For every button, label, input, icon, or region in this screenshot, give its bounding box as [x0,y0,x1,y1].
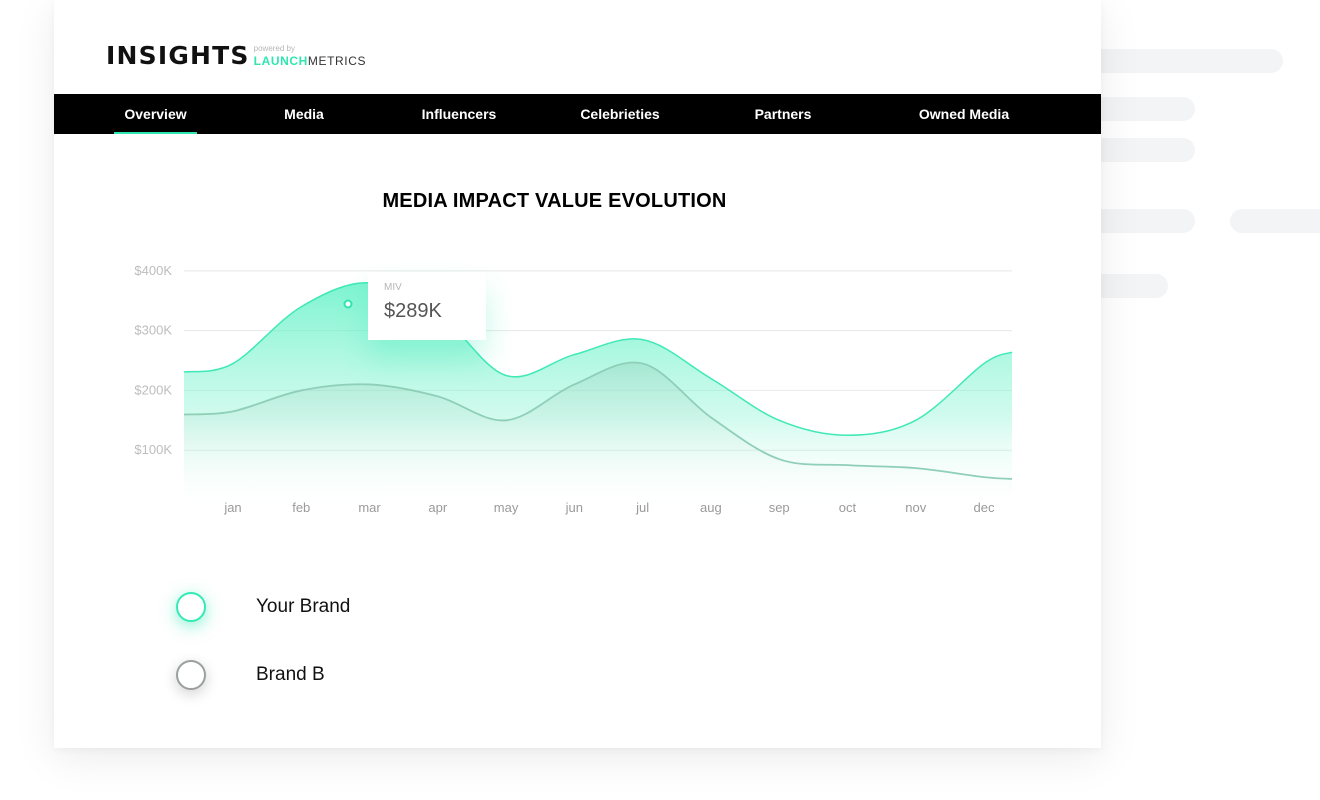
x-tick-label: jan [223,500,241,515]
x-tick-label: aug [700,500,722,515]
y-tick-label: $100K [134,442,172,457]
your-brand-area-line [183,282,1013,437]
your-brand-toggle-icon[interactable] [176,592,206,622]
x-tick-label: apr [428,500,447,515]
tooltip-marker [343,299,353,309]
tab-overview[interactable]: Overview [114,94,197,134]
logo-brand-launch: LAUNCH [253,54,308,68]
brand-b-area [184,362,1012,510]
logo-powered-by: powered by [253,44,295,53]
background-placeholder-bar [1090,97,1195,121]
miv-tooltip: MIV $289K [368,272,486,340]
logo-brand-metrics: METRICS [307,54,367,68]
legend-your-brand-label: Your Brand [256,596,351,617]
y-tick-label: $300K [134,323,172,338]
tab-celebrieties[interactable]: Celebrieties [580,106,660,122]
legend-brand-b-label: Brand B [256,664,325,685]
x-tick-label: feb [292,500,310,515]
x-tick-label: dec [974,500,995,515]
tooltip-label: MIV [384,282,402,293]
main-nav: Overview Media Influencers Celebrieties … [54,94,1101,134]
logo-subtitle: powered by LAUNCHMETRICS [253,44,366,68]
x-tick-label: nov [905,500,926,515]
x-tick-label: mar [358,500,381,515]
tab-influencers[interactable]: Influencers [421,106,497,122]
brand-b-toggle-icon[interactable] [176,660,206,690]
x-tick-label: may [494,500,519,515]
background-placeholder-bar [1090,138,1195,162]
tab-partners[interactable]: Partners [754,106,812,122]
x-tick-label: oct [839,500,857,515]
insights-logo: INSIGHTS powered by LAUNCHMETRICS [106,38,366,68]
tab-owned-media[interactable]: Owned Media [918,106,1010,122]
legend-your-brand[interactable]: Your Brand [176,592,350,622]
brand-b-area-line [183,361,1013,480]
x-tick-label: jul [635,500,649,515]
y-tick-label: $200K [134,382,172,397]
x-tick-label: sep [769,500,790,515]
logo-brand: LAUNCHMETRICS [254,55,366,67]
logo-wordmark: INSIGHTS [106,41,250,70]
y-tick-label: $400K [134,263,172,278]
background-placeholder-bar [1090,209,1195,233]
chart-title: MEDIA IMPACT VALUE EVOLUTION [382,190,727,212]
background-placeholder-bar [1090,274,1168,298]
tab-media[interactable]: Media [284,106,324,122]
background-placeholder-bar [1230,209,1320,233]
tooltip-value: $289K [384,300,442,322]
miv-area-chart: $100K $200K $300K $400K jan feb mar apr may jun j… [134,263,1013,515]
legend-brand-b[interactable]: Brand B [176,660,325,690]
background-placeholder-bar [1090,49,1283,73]
x-tick-label: jun [565,500,583,515]
